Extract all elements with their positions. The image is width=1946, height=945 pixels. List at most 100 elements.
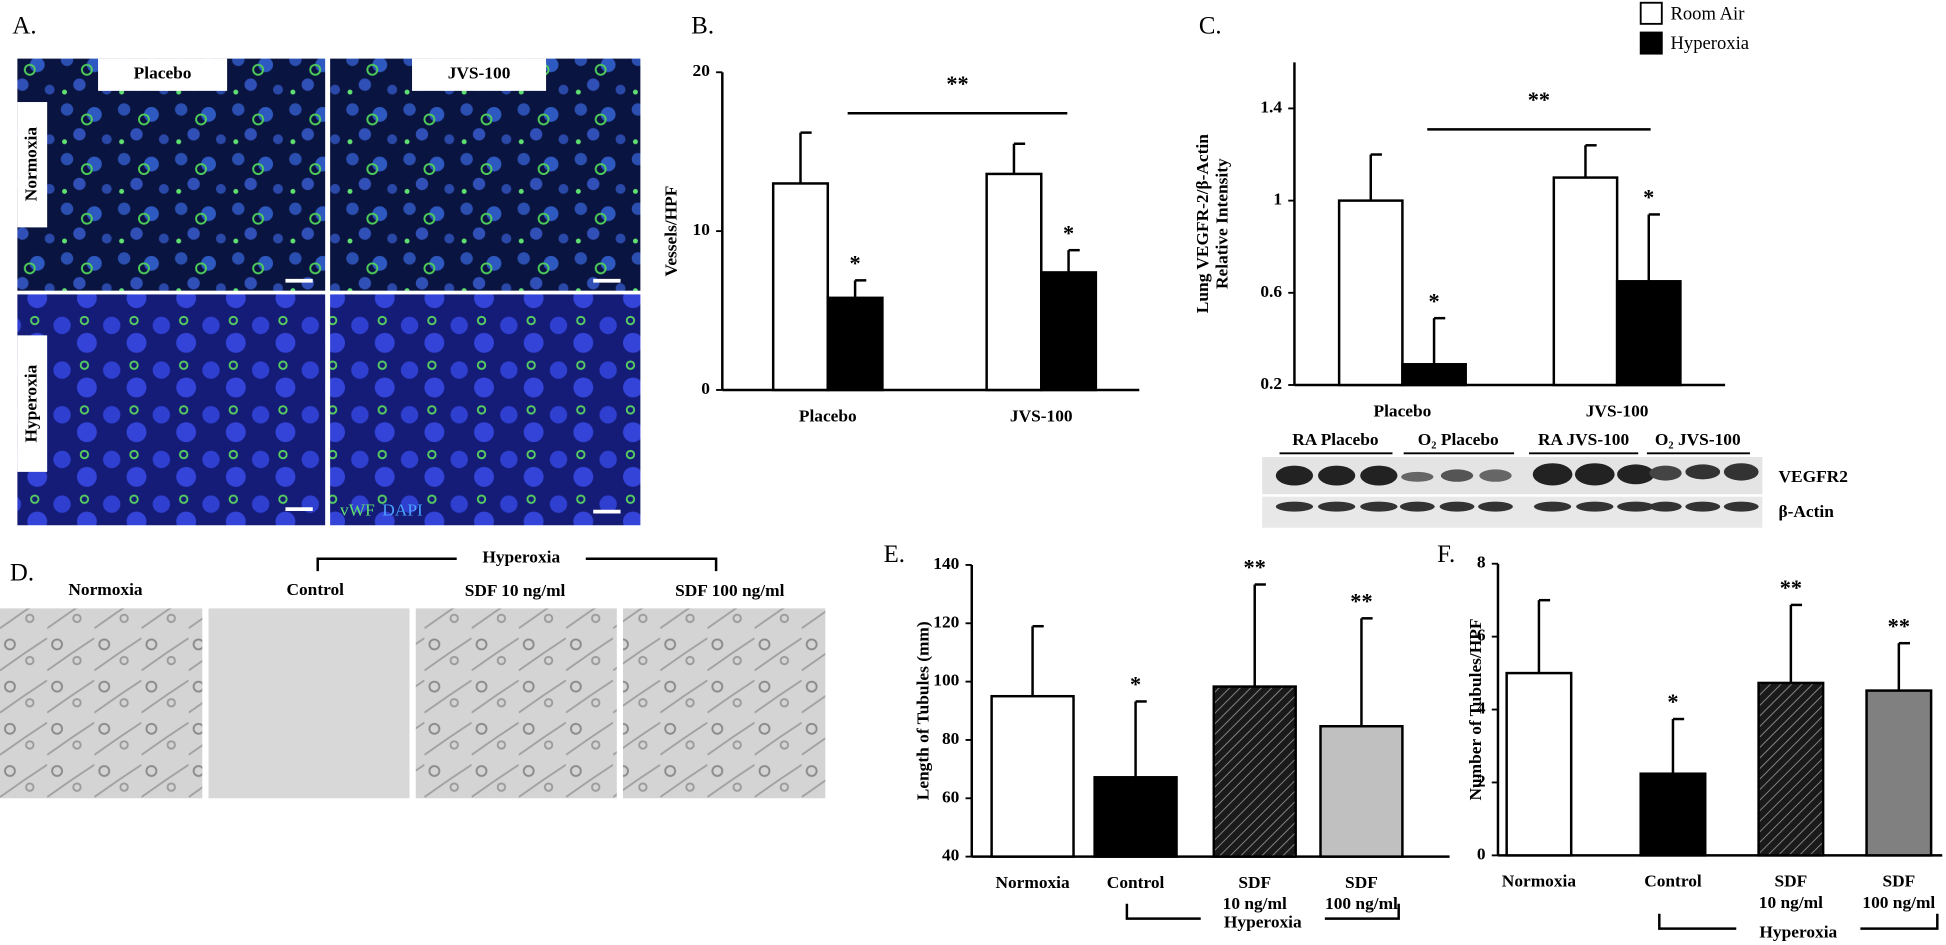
y-tick-label: 0 xyxy=(1477,844,1486,863)
micrograph xyxy=(623,608,826,799)
bar xyxy=(1093,776,1178,858)
label-box xyxy=(17,335,48,472)
micrograph xyxy=(0,608,203,799)
axis-title: Lung VEGFR-2/β-Actin xyxy=(1193,134,1212,313)
y-tick-label: 4 xyxy=(1477,699,1486,718)
y-tick-label: 0 xyxy=(701,379,710,398)
bar xyxy=(1757,681,1825,857)
significance-label: ** xyxy=(1244,555,1266,580)
x-tick-label: Normoxia xyxy=(995,873,1070,892)
x-tick-label: Control xyxy=(1107,873,1165,892)
x-tick-label: JVS-100 xyxy=(1586,401,1649,420)
lane-label: O₂ JVS-100 xyxy=(1655,430,1741,449)
y-tick-label: 140 xyxy=(933,554,959,573)
column-label: Control xyxy=(286,580,344,599)
y-tick-label: 20 xyxy=(693,61,711,80)
label-box xyxy=(98,58,228,91)
x-tick-label: Placebo xyxy=(799,406,857,425)
significance-label: * xyxy=(1130,672,1141,697)
micrograph xyxy=(415,608,617,799)
bar xyxy=(1337,199,1404,387)
bar xyxy=(1615,280,1682,387)
panel-label: A. xyxy=(12,12,36,39)
y-tick-label: 8 xyxy=(1477,553,1486,572)
y-tick-label: 40 xyxy=(942,846,960,865)
label-box xyxy=(412,58,547,91)
bar xyxy=(1401,363,1467,387)
band-label: VEGFR2 xyxy=(1778,467,1847,486)
x-tick-label: SDF 10 ng/ml xyxy=(1223,873,1287,913)
comparison-label: ** xyxy=(1528,87,1550,112)
bar xyxy=(1505,671,1573,857)
y-tick-label: 1.4 xyxy=(1260,97,1282,116)
group-label: Hyperoxia xyxy=(482,548,560,567)
bar xyxy=(1865,689,1933,857)
axis-title: Relative Intensity xyxy=(1213,158,1232,289)
row-label: Normoxia xyxy=(21,127,40,202)
x-tick-label: Normoxia xyxy=(1502,872,1577,891)
y-tick-label: 60 xyxy=(942,787,960,806)
legend-label: Hyperoxia xyxy=(1670,33,1749,54)
bar xyxy=(990,694,1075,858)
micrograph xyxy=(208,608,410,799)
y-tick-label: 6 xyxy=(1477,626,1486,645)
stain-label: DAPI xyxy=(382,501,423,520)
micrograph xyxy=(330,58,641,291)
column-label: SDF 10 ng/ml xyxy=(465,581,566,600)
axis-title: Length of Tubules (mm) xyxy=(914,621,933,800)
y-tick-label: 10 xyxy=(693,220,711,239)
significance-label: * xyxy=(850,251,861,276)
micrograph xyxy=(17,58,326,291)
legend-swatch xyxy=(1639,31,1663,55)
blot xyxy=(1262,452,1763,528)
y-tick-label: 80 xyxy=(942,729,960,748)
y-tick-label: 1 xyxy=(1273,190,1282,209)
x-tick-label: SDF 100 ng/ml xyxy=(1325,873,1398,913)
x-tick-label: Control xyxy=(1644,872,1702,891)
bar xyxy=(771,182,830,392)
comparison-label: ** xyxy=(946,71,968,96)
panel-label: B. xyxy=(691,12,714,39)
significance-label: * xyxy=(1428,288,1439,313)
micrograph xyxy=(330,294,641,526)
column-label: SDF 100 ng/ml xyxy=(675,581,784,600)
significance-label: ** xyxy=(1350,589,1372,614)
group-label: Hyperoxia xyxy=(1759,923,1837,942)
significance-label: ** xyxy=(1888,613,1910,638)
micrograph xyxy=(17,294,326,526)
bar xyxy=(1639,772,1707,857)
axis-title: Vessels/HPF xyxy=(662,186,681,277)
x-tick-label: SDF 100 ng/ml xyxy=(1862,872,1935,912)
bar xyxy=(1319,725,1404,858)
bar xyxy=(1552,176,1619,387)
column-label: Placebo xyxy=(134,64,192,83)
significance-label: * xyxy=(1667,689,1678,714)
row-label: Hyperoxia xyxy=(21,364,40,442)
x-tick-label: JVS-100 xyxy=(1010,406,1073,425)
y-tick-label: 100 xyxy=(933,671,959,690)
x-tick-label: Placebo xyxy=(1373,401,1431,420)
lane-label: O₂ Placebo xyxy=(1418,430,1499,449)
band-label: β-Actin xyxy=(1778,502,1834,521)
scale-bars xyxy=(285,278,621,514)
significance-label: * xyxy=(1643,185,1654,210)
label-box xyxy=(17,102,48,228)
column-label: JVS-100 xyxy=(448,64,511,83)
y-tick-label: 2 xyxy=(1477,771,1486,790)
bar xyxy=(1212,685,1297,858)
column-label: Normoxia xyxy=(68,580,143,599)
panel-label: D. xyxy=(10,560,34,587)
bar xyxy=(1040,271,1098,392)
y-tick-label: 120 xyxy=(933,612,959,631)
bar xyxy=(826,296,884,392)
legend-swatch xyxy=(1639,1,1663,25)
bracket xyxy=(316,557,718,572)
y-tick-label: 0.6 xyxy=(1260,282,1282,301)
legend-label: Room Air xyxy=(1670,3,1745,24)
significance-label: * xyxy=(1063,220,1074,245)
bracket xyxy=(1658,913,1939,930)
panel-label: C. xyxy=(1199,12,1222,39)
panel-label: F. xyxy=(1437,541,1455,568)
